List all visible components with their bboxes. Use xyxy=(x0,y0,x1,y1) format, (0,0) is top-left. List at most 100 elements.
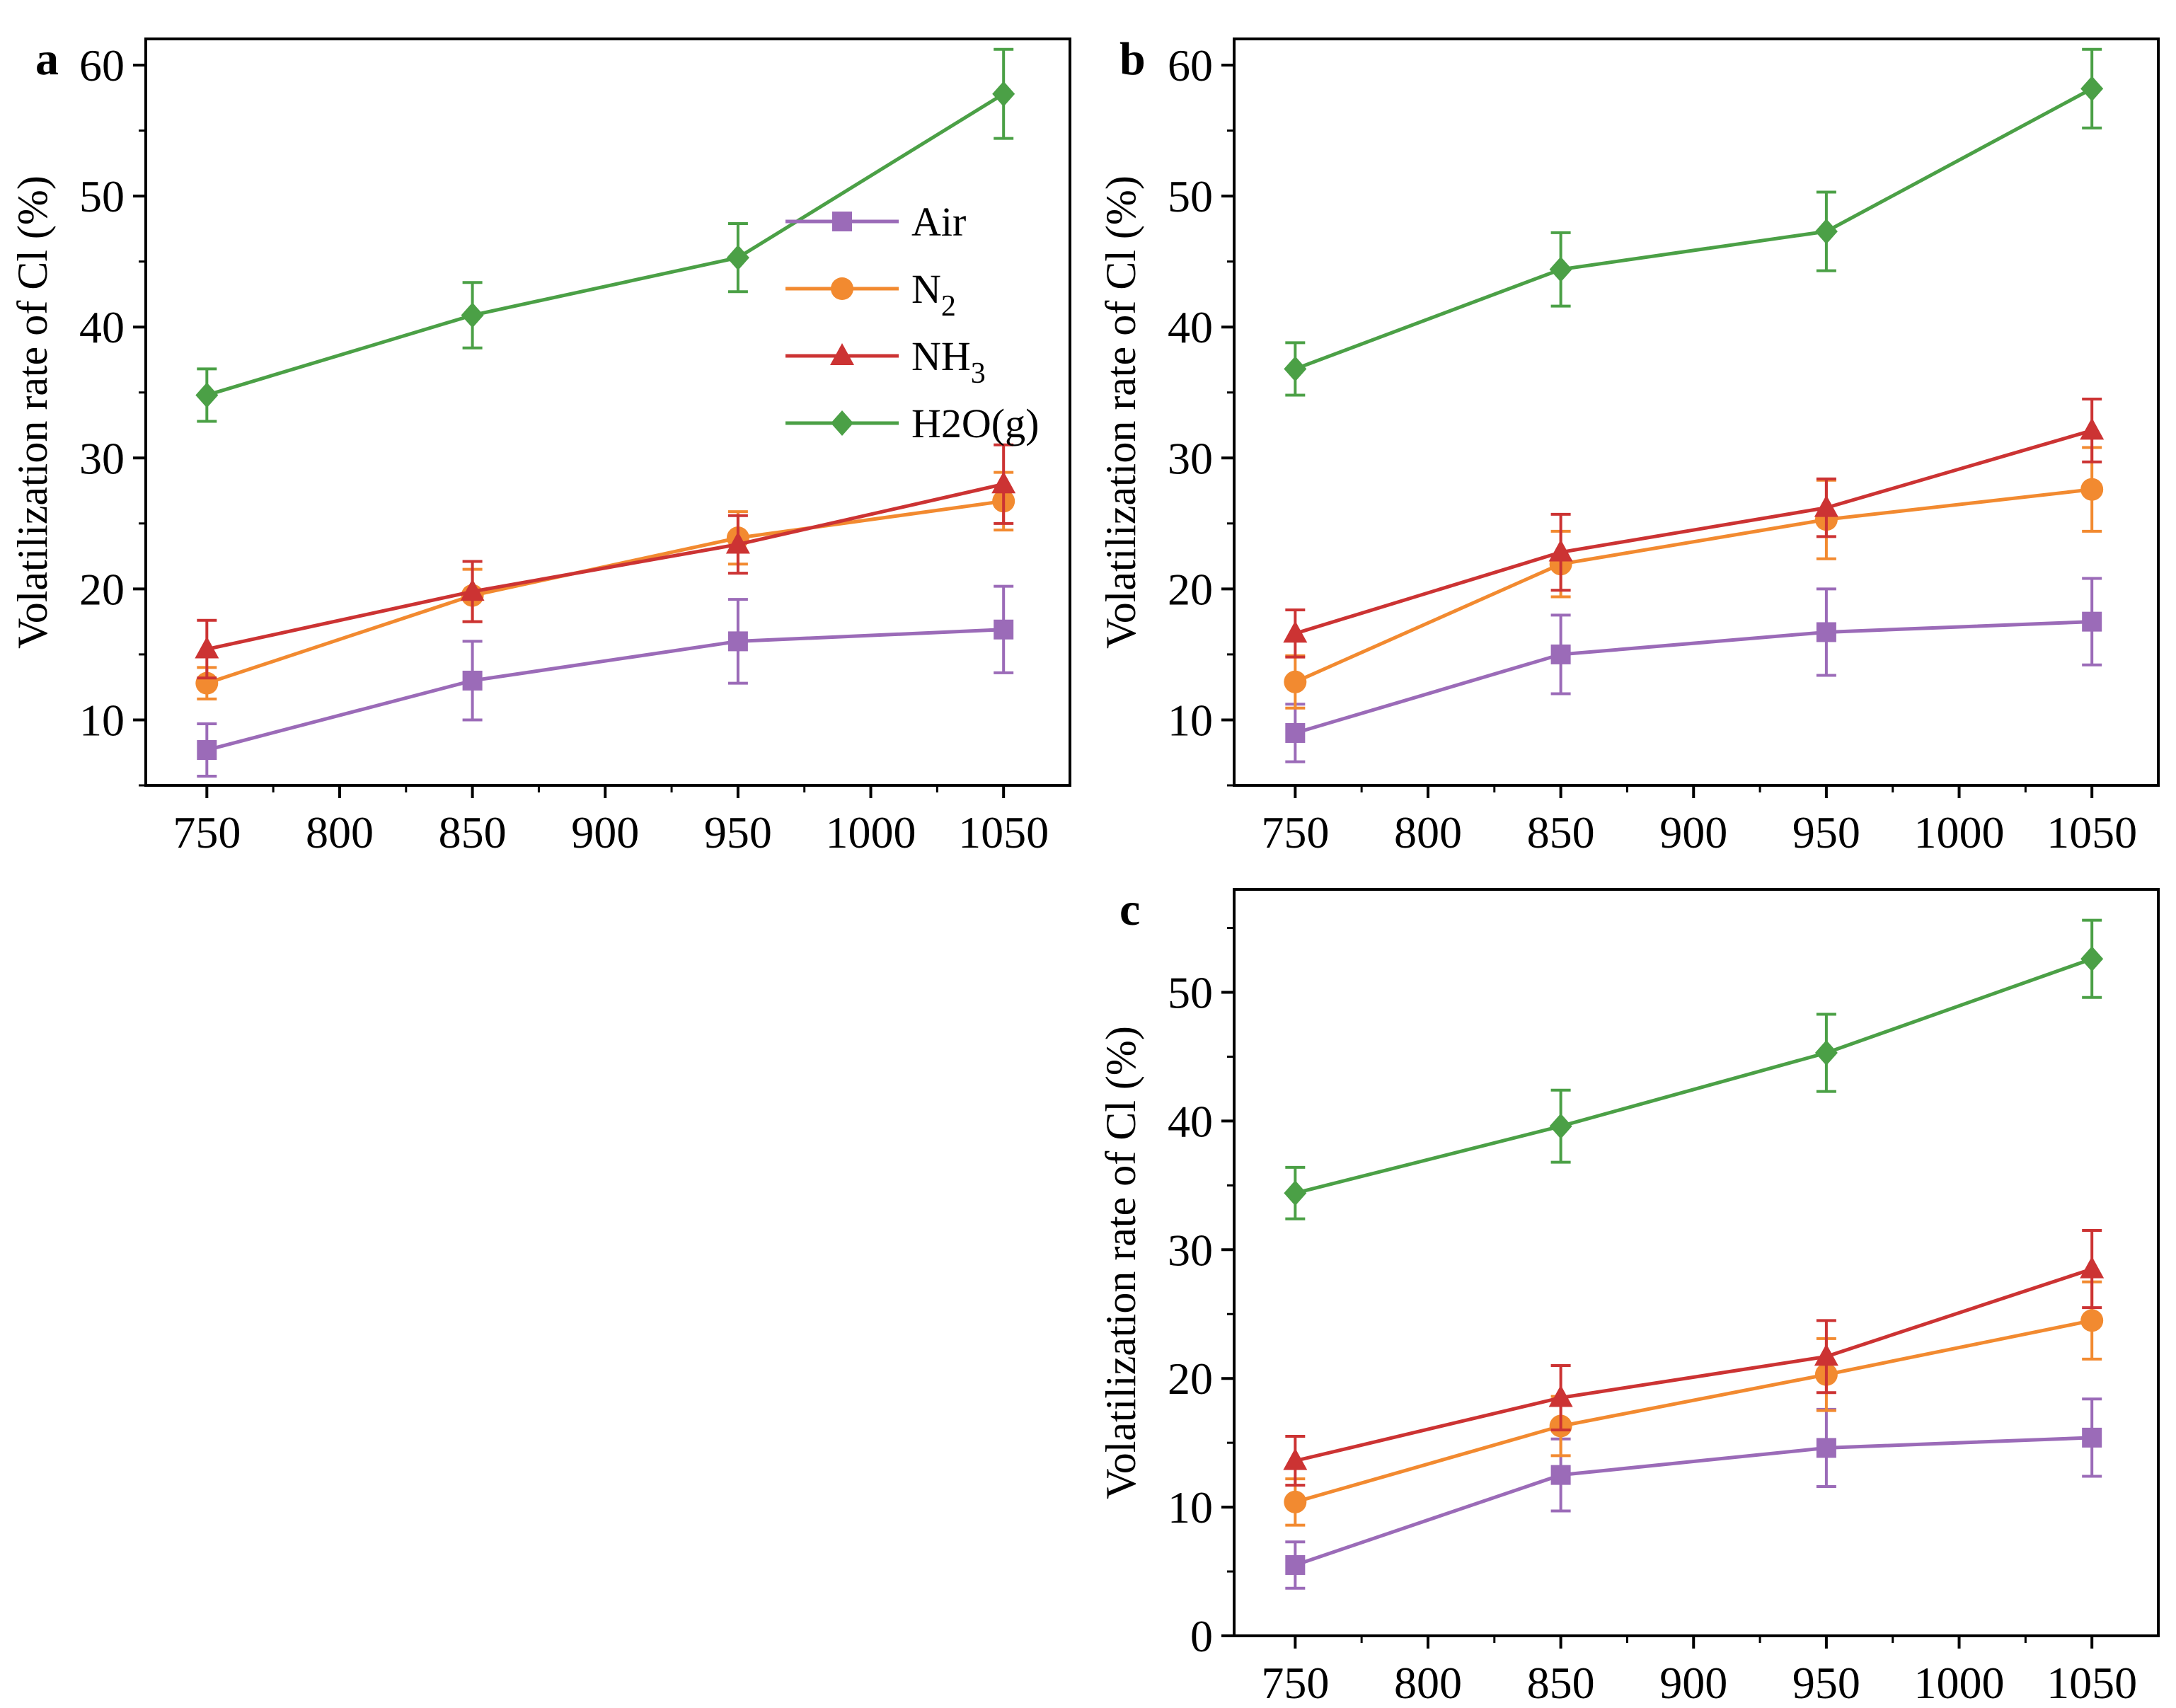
y-tick-label: 10 xyxy=(79,695,125,745)
y-tick-label: 50 xyxy=(79,171,125,221)
y-tick-label: 20 xyxy=(1168,1354,1213,1404)
legend-label-main: N xyxy=(911,266,941,312)
data-point xyxy=(1285,1554,1306,1575)
series-air xyxy=(197,584,1014,778)
legend: Air N2 NH3 H2O(g) xyxy=(785,199,1039,446)
x-tick-label: 1050 xyxy=(958,807,1049,858)
data-point xyxy=(1283,621,1308,643)
panel-a: a 750 800 850 900 950 1000 1050 10 20 30 40 50 60 Vola… xyxy=(9,33,1071,858)
legend-label: NH3 xyxy=(911,333,986,390)
x-tick-label: 750 xyxy=(173,807,241,858)
data-point xyxy=(2080,1309,2104,1332)
y-tick-label: 30 xyxy=(1168,1225,1213,1275)
panel-letter: a xyxy=(35,33,59,85)
data-point xyxy=(992,81,1015,107)
data-point xyxy=(994,619,1014,640)
data-point xyxy=(1549,1113,1572,1139)
series-line xyxy=(1294,620,2092,735)
legend-label: H2O(g) xyxy=(911,400,1039,446)
data-point xyxy=(727,631,748,652)
series-line xyxy=(206,92,1005,397)
x-tick-label: 1000 xyxy=(826,807,916,858)
data-point xyxy=(1284,1490,1307,1513)
plot-frame xyxy=(144,37,1071,787)
series-n2 xyxy=(1284,446,2104,710)
series-line xyxy=(1294,429,2092,635)
legend-label: N2 xyxy=(911,266,956,323)
x-tick-label: 750 xyxy=(1261,1658,1329,1704)
x-tick-label: 1050 xyxy=(2047,1658,2137,1704)
data-point xyxy=(2080,478,2104,501)
series-h2o-g- xyxy=(195,47,1015,423)
x-tick-label: 950 xyxy=(1792,807,1860,858)
x-tick-label: 800 xyxy=(1394,807,1462,858)
x-tick-label: 800 xyxy=(1394,1658,1462,1704)
panel-c: c 750 800 850 900 950 1000 1050 0 10 20 30 40 50 Volat… xyxy=(1098,884,2160,1708)
x-tick-label: 850 xyxy=(439,807,507,858)
panel-letter: c xyxy=(1119,884,1140,935)
legend-marker xyxy=(831,277,853,300)
x-tick-label: 850 xyxy=(1527,1658,1595,1704)
panel-b: b 750 800 850 900 950 1000 1050 10 20 30 40 50 60 Vola… xyxy=(1098,33,2160,858)
y-tick-label: 60 xyxy=(1168,40,1213,91)
data-point xyxy=(1814,495,1838,517)
series-line xyxy=(1294,87,2093,371)
y-tick-label: 40 xyxy=(1168,302,1213,352)
data-point xyxy=(1549,256,1572,282)
data-point xyxy=(1814,1040,1838,1066)
y-tick-label: 50 xyxy=(1168,968,1213,1018)
series-line xyxy=(206,499,1004,686)
series-line xyxy=(1294,1267,2092,1463)
data-point xyxy=(1284,356,1307,382)
data-point xyxy=(991,471,1016,494)
x-tick-label: 900 xyxy=(1659,807,1727,858)
y-tick-label: 10 xyxy=(1168,1482,1213,1533)
series-n2 xyxy=(1284,1280,2104,1527)
data-point xyxy=(726,245,749,271)
x-tick-label: 950 xyxy=(1792,1658,1860,1704)
data-point xyxy=(1284,670,1307,693)
plot-frame xyxy=(1233,888,2160,1637)
y-axis-title: Volatilization rate of Cl (%) xyxy=(9,175,56,649)
data-point xyxy=(460,579,485,601)
legend-label-subscript: 2 xyxy=(941,290,956,323)
data-point xyxy=(195,382,219,408)
x-tick-label: 750 xyxy=(1261,807,1329,858)
series-h2o-g- xyxy=(1284,47,2104,397)
x-tick-label: 1050 xyxy=(2047,807,2137,858)
y-axis-title: Volatilization rate of Cl (%) xyxy=(1098,1026,1144,1499)
y-tick-label: 50 xyxy=(1168,171,1213,221)
data-point xyxy=(1550,1465,1571,1485)
x-tick-label: 1000 xyxy=(1914,807,2005,858)
data-point xyxy=(2080,946,2104,972)
y-tick-label: 20 xyxy=(79,564,125,614)
legend-label-main: NH xyxy=(911,333,971,379)
data-point xyxy=(1284,1180,1307,1206)
data-point xyxy=(2082,611,2102,632)
legend-marker xyxy=(832,212,852,231)
x-tick-label: 900 xyxy=(571,807,639,858)
data-point xyxy=(1814,219,1838,245)
y-axis-title: Volatilization rate of Cl (%) xyxy=(1098,175,1144,649)
y-tick-label: 10 xyxy=(1168,695,1213,745)
series-nh3 xyxy=(1283,397,2105,659)
data-point xyxy=(2082,1427,2102,1448)
data-point xyxy=(1548,1385,1573,1407)
x-tick-label: 900 xyxy=(1659,1658,1727,1704)
series-nh3 xyxy=(195,443,1016,680)
series-h2o-g- xyxy=(1284,918,2104,1221)
x-tick-label: 950 xyxy=(704,807,772,858)
data-point xyxy=(2080,76,2104,102)
y-tick-label: 30 xyxy=(1168,433,1213,483)
data-point xyxy=(462,670,483,691)
data-point xyxy=(461,302,484,328)
x-tick-label: 1000 xyxy=(1914,1658,2005,1704)
series-line xyxy=(206,482,1004,651)
series-line xyxy=(1294,1318,2092,1504)
data-point xyxy=(2080,417,2105,440)
data-point xyxy=(1814,1344,1838,1366)
x-tick-label: 800 xyxy=(306,807,374,858)
legend-label: Air xyxy=(911,199,966,245)
